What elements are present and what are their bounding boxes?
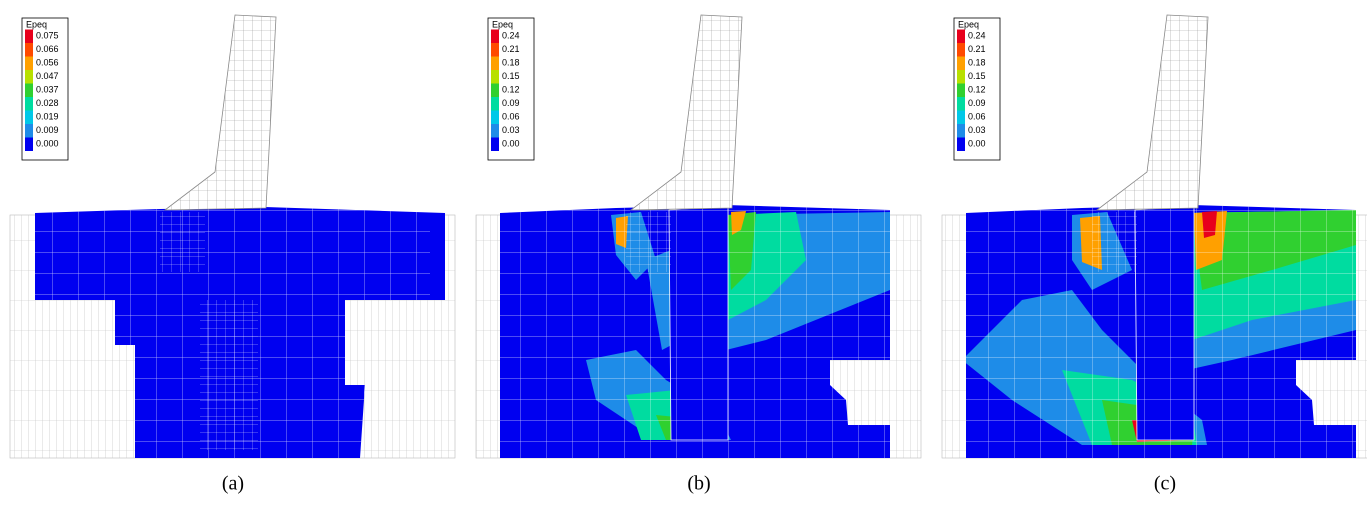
legend-label: 0.12 [502,84,520,94]
legend-swatch [491,138,499,152]
tool-mesh [1097,15,1208,210]
legend-swatch [491,84,499,98]
legend-label: 0.18 [502,57,520,67]
legend-swatch [957,57,965,71]
legend-label: 0.066 [36,44,59,54]
legend-swatch [957,97,965,111]
tool-mesh [165,15,276,210]
contours [496,205,896,465]
caption: (b) [687,473,710,495]
legend-swatch [491,70,499,84]
tool-mesh [631,15,742,210]
legend-label: 0.12 [968,84,986,94]
legend-swatch [25,124,33,138]
legend-label: 0.00 [502,138,520,148]
legend-swatch [491,97,499,111]
legend-label: 0.15 [502,71,520,81]
legend-swatch [25,30,33,44]
caption: (a) [222,473,244,495]
legend-label: 0.21 [968,44,986,54]
legend-label: 0.028 [36,98,59,108]
legend-swatch [25,84,33,98]
legend-title: Epeq [26,19,47,29]
legend-swatch [25,111,33,125]
legend-title: Epeq [958,19,979,29]
legend-label: 0.000 [36,138,59,148]
legend-label: 0.019 [36,111,59,121]
legend-swatch [491,124,499,138]
legend-swatch [957,30,965,44]
fine-mesh [160,212,205,272]
legend-swatch [25,43,33,57]
legend-label: 0.06 [502,111,520,121]
legend-title: Epeq [492,19,513,29]
legend-label: 0.06 [968,111,986,121]
fine-mesh [1092,212,1137,272]
legend-label: 0.009 [36,125,59,135]
legend-label: 0.24 [502,30,520,40]
legend-swatch [957,84,965,98]
legend-label: 0.15 [968,71,986,81]
caption: (c) [1154,473,1176,495]
legend-swatch [957,43,965,57]
legend-swatch [25,138,33,152]
legend-label: 0.03 [502,125,520,135]
legend-swatch [957,138,965,152]
legend-label: 0.037 [36,84,59,94]
legend-swatch [25,70,33,84]
legend-swatch [491,111,499,125]
legend-label: 0.047 [36,71,59,81]
legend-label: 0.21 [502,44,520,54]
contours [962,205,1362,465]
legend-label: 0.09 [502,98,520,108]
figure: Epeq0.0750.0660.0560.0470.0370.0280.0190… [0,0,1367,505]
legend-swatch [491,43,499,57]
legend-label: 0.18 [968,57,986,67]
legend-label: 0.075 [36,30,59,40]
legend-swatch [491,57,499,71]
legend-swatch [491,30,499,44]
legend-swatch [25,97,33,111]
legend-swatch [957,70,965,84]
body-mesh [962,205,1362,465]
legend-label: 0.00 [968,138,986,148]
legend-swatch [25,57,33,71]
legend-label: 0.03 [968,125,986,135]
fine-mesh [626,212,671,272]
body-mesh [496,205,896,465]
legend-swatch [957,111,965,125]
legend-label: 0.24 [968,30,986,40]
legend-label: 0.09 [968,98,986,108]
legend-label: 0.056 [36,57,59,67]
legend-swatch [957,124,965,138]
